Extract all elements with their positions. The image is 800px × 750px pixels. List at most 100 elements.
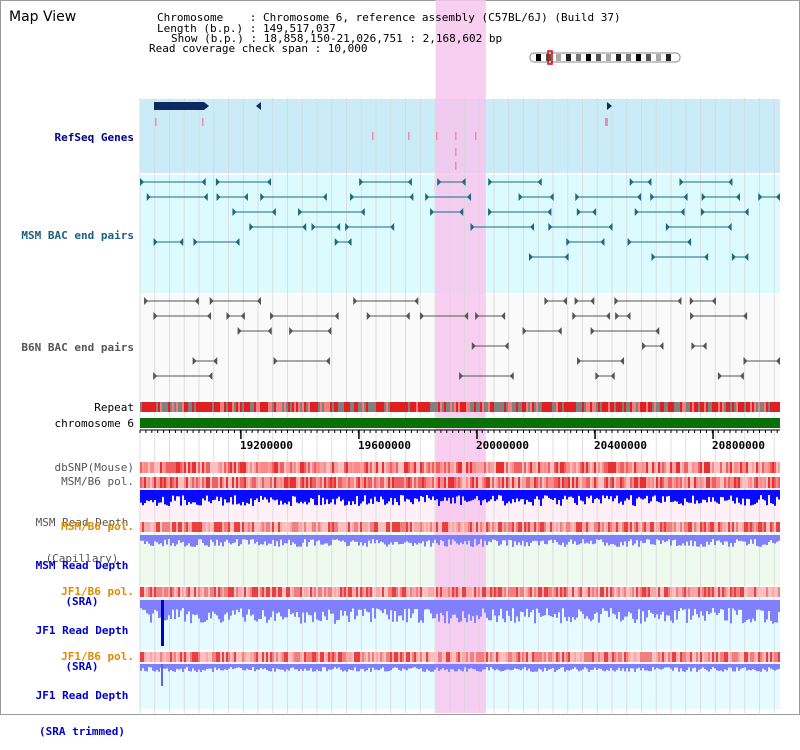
repeat-segment [248,402,250,412]
msm-bac-end [680,208,685,216]
heat-strip-cell [386,652,388,662]
depth-bar [258,664,260,670]
depth-bar [624,535,626,542]
depth-bar [572,664,574,669]
depth-bar [404,600,406,610]
heat-strip-cell [532,587,534,597]
depth-bar [228,490,230,503]
b6n-bac-end [419,312,424,320]
heat-strip-cell [200,477,202,488]
depth-bar [462,535,464,545]
depth-bar [718,535,720,541]
depth-bar [460,535,462,543]
depth-bar [460,664,462,671]
depth-bar [456,600,458,618]
heat-strip-cell [664,477,666,488]
depth-bar [452,664,454,670]
heat-strip-cell [338,587,340,597]
heat-strip-cell [300,477,302,488]
depth-bar [558,490,560,500]
depth-bar [660,535,662,545]
depth-bar [450,535,452,545]
heat-strip-cell [154,522,156,532]
heat-strip-cell [600,522,602,532]
depth-bar [278,490,280,505]
heat-strip-cell [664,462,666,473]
depth-bar [732,600,734,609]
heat-strip-cell [146,522,148,532]
depth-bar [756,490,758,503]
b6n-bac-end [334,312,339,320]
repeat-segment [742,402,744,412]
depth-bar [276,600,278,614]
depth-bar [486,490,488,503]
depth-bar [426,600,428,609]
heat-strip-cell [202,652,204,662]
heat-strip-cell [670,477,672,488]
heat-strip-cell [744,652,746,662]
depth-bar [484,490,486,500]
repeat-segment [142,402,144,412]
depth-bar [620,664,622,671]
depth-bar [648,490,650,504]
refseq-genes-label[interactable]: RefSeq Genes [54,131,134,144]
depth-bar [340,664,342,670]
heat-strip-cell [464,587,466,597]
depth-bar [526,535,528,543]
heat-strip-cell [214,652,216,662]
heat-strip-cell [648,652,650,662]
heat-strip-cell [526,462,528,473]
depth-bar [556,664,558,671]
depth-bar [716,535,718,541]
heat-strip-cell [690,522,692,532]
depth-bar [544,490,546,496]
depth-bar [400,535,402,544]
heat-strip-cell [158,462,160,473]
b6n-bac-end [414,297,419,305]
heat-strip-cell [530,462,532,473]
heat-strip-cell [480,477,482,488]
depth-bar [264,490,266,498]
depth-bar [172,490,174,496]
heat-strip-cell [220,477,222,488]
depth-bar [764,664,766,670]
depth-bar [180,535,182,543]
depth-bar [236,664,238,668]
depth-bar [268,600,270,620]
heat-strip-cell [694,652,696,662]
heat-strip-cell [694,462,696,473]
depth-bar [420,490,422,497]
heat-strip-cell [224,477,226,488]
depth-bar [774,490,776,506]
heat-strip-cell [204,587,206,597]
depth-bar [366,600,368,612]
heat-strip-cell [222,652,224,662]
genome-browser-canvas[interactable] [0,0,800,715]
depth-bar [370,664,372,672]
depth-bar [580,490,582,501]
depth-bar [418,490,420,502]
msm-bac-label[interactable]: MSM BAC end pairs [21,229,134,242]
heat-strip-cell [298,652,300,662]
heat-strip-cell [684,477,686,488]
depth-bar [380,664,382,669]
heat-strip-cell [580,477,582,488]
repeat-segment [162,402,164,412]
heat-strip-cell [638,522,640,532]
depth-bar [140,490,142,503]
heat-strip-cell [712,462,714,473]
depth-bar [612,535,614,545]
heat-strip-cell [186,652,188,662]
depth-bar [182,490,184,496]
b6n-bac-label[interactable]: B6N BAC end pairs [21,341,134,354]
b6n-bac-end [273,357,278,365]
depth-bar [288,490,290,502]
depth-bar [480,490,482,506]
depth-bar [326,664,328,672]
heat-strip-cell [460,587,462,597]
depth-bar [350,490,352,506]
depth-bar [462,664,464,672]
heat-strip-cell [496,652,498,662]
depth-bar [450,490,452,504]
repeat-segment [356,402,358,412]
